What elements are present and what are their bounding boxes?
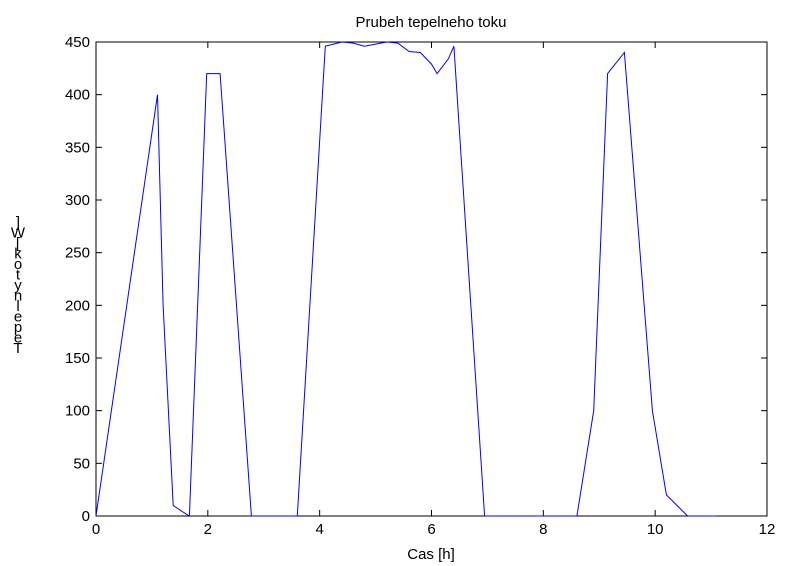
- y-tick-label: 450: [65, 34, 90, 51]
- y-tick-label: 300: [65, 192, 90, 209]
- x-tick-label: 0: [92, 521, 100, 538]
- x-tick-label: 6: [427, 521, 435, 538]
- chart-title: Prubeh tepelneho toku: [356, 14, 507, 31]
- y-tick-label: 200: [65, 297, 90, 314]
- x-tick-label: 4: [315, 521, 323, 538]
- x-tick-label: 2: [204, 521, 212, 538]
- y-tick-label: 250: [65, 245, 90, 262]
- axes-box: [95, 41, 768, 517]
- y-axis-label: Tepelnytok[W]: [11, 214, 26, 357]
- x-tick-label: 10: [647, 521, 664, 538]
- plot-area: 0 2 4 6 8 10 12 0 50 100 150 200 250 300 350 400 450: [65, 34, 775, 538]
- x-axis-label: Cas [h]: [407, 546, 455, 563]
- y-tick-label: 50: [73, 455, 90, 472]
- y-tick-label: 150: [65, 350, 90, 367]
- series-line: [95, 41, 717, 517]
- x-tick-label: 12: [759, 521, 776, 538]
- y-tick-label: 0: [82, 508, 90, 525]
- y-tick-label: 100: [65, 403, 90, 420]
- y-tick-label: 400: [65, 87, 90, 104]
- y-tick-label: 350: [65, 139, 90, 156]
- x-tick-label: 8: [539, 521, 547, 538]
